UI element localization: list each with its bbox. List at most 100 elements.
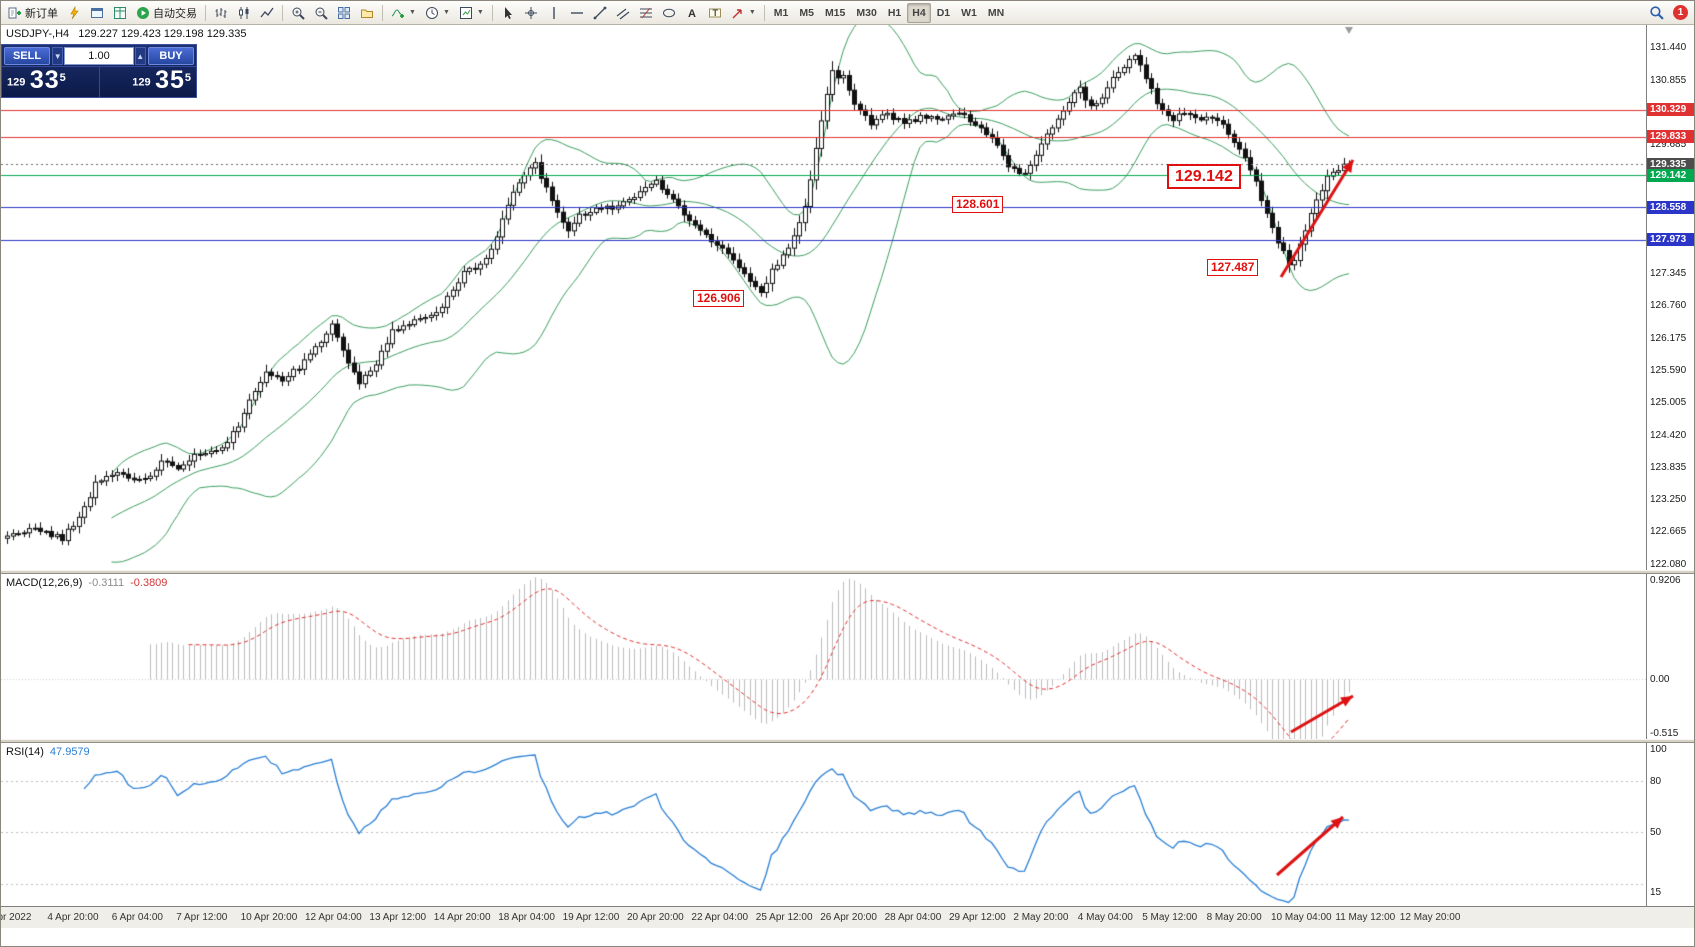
volume-increase-button[interactable]: ▲ — [134, 47, 146, 65]
volume-decrease-button[interactable]: ▼ — [52, 47, 64, 65]
search-button[interactable] — [1645, 3, 1668, 23]
tile-windows-icon — [337, 6, 351, 20]
horizontal-line-icon — [570, 6, 584, 20]
chart-title: USDJPY-,H4 129.227 129.423 129.198 129.3… — [6, 28, 246, 40]
buy-price-prefix: 129 — [132, 76, 151, 89]
volume-input[interactable] — [64, 47, 134, 65]
rsi-value: 47.9579 — [49, 746, 90, 758]
time-axis-label: 13 Apr 12:00 — [369, 912, 427, 923]
line-chart-button[interactable] — [256, 3, 278, 23]
autotrading-button[interactable]: 自动交易 — [132, 3, 201, 23]
tile-windows-button[interactable] — [333, 3, 355, 23]
chevron-down-icon: ▼ — [442, 9, 450, 16]
zoom-in-button[interactable] — [287, 3, 309, 23]
vertical-line-button[interactable] — [543, 3, 565, 23]
horizontal-line-button[interactable] — [566, 3, 588, 23]
timeframe-d1-button[interactable]: D1 — [932, 3, 955, 23]
periods-button[interactable]: ▼ — [421, 3, 454, 23]
cursor-button[interactable] — [497, 3, 519, 23]
candlestick-chart-icon — [237, 6, 251, 20]
time-axis-label: 2 May 20:00 — [1013, 912, 1069, 923]
toolbar-separator — [282, 4, 283, 21]
crosshair-button[interactable] — [520, 3, 542, 23]
price-axis-label: 124.420 — [1650, 429, 1687, 441]
periods-icon — [425, 6, 439, 20]
rsi-axis-label: 80 — [1650, 775, 1662, 787]
price-tag: 128.558 — [1647, 200, 1694, 214]
price-axis-label: 127.345 — [1650, 268, 1687, 280]
price-axis-label: 122.080 — [1650, 558, 1687, 570]
time-axis-label: 10 May 04:00 — [1271, 912, 1332, 923]
buy-price-sup: 5 — [184, 71, 191, 84]
price-tag: 129.142 — [1647, 168, 1694, 182]
templates-button[interactable]: ▼ — [455, 3, 488, 23]
indicators-button[interactable]: ▼ — [387, 3, 420, 23]
trendline-button[interactable] — [589, 3, 611, 23]
timeframe-mn-button[interactable]: MN — [983, 3, 1009, 23]
time-axis-label: 1 Apr 2022 — [1, 912, 32, 923]
arrows-button[interactable]: ▼ — [727, 3, 760, 23]
alerts-button[interactable] — [63, 3, 85, 23]
timeframe-m5-button[interactable]: M5 — [794, 3, 819, 23]
sell-price[interactable]: 129 335 — [2, 67, 99, 97]
timeframe-h1-button[interactable]: H1 — [883, 3, 906, 23]
notification-badge[interactable]: 1 — [1673, 5, 1688, 20]
svg-text:T: T — [712, 8, 718, 18]
timeframe-h4-button[interactable]: H4 — [907, 2, 931, 23]
time-axis[interactable]: 1 Apr 2022 4 Apr 20:00 6 Apr 04:00 7 Apr 12… — [1, 906, 1694, 928]
candlestick-chart-button[interactable] — [233, 3, 255, 23]
price-tag: 130.329 — [1647, 103, 1694, 117]
text-button[interactable]: A — [681, 3, 703, 23]
profiles-button[interactable] — [356, 3, 378, 23]
macd-axis[interactable]: 0.9206 0.00 -0.515 — [1646, 574, 1694, 739]
chart-symbol-period: USDJPY-,H4 — [6, 28, 70, 40]
timeframe-m30-button[interactable]: M30 — [851, 3, 881, 23]
toolbar-separator — [205, 4, 206, 21]
market-watch-button[interactable] — [86, 3, 108, 23]
price-tag: 129.833 — [1647, 130, 1694, 144]
svg-text:A: A — [688, 8, 696, 20]
macd-pane: MACD(12,26,9) -0.3111 -0.3809 0.9206 0.00 -0… — [1, 574, 1694, 739]
shapes-button[interactable] — [658, 3, 680, 23]
autotrading-icon — [136, 6, 150, 20]
rsi-axis-label: 50 — [1650, 827, 1662, 839]
price-axis-label: 126.175 — [1650, 332, 1687, 344]
sell-button[interactable]: SELL — [4, 47, 50, 65]
price-axis-label: 126.760 — [1650, 300, 1687, 312]
price-annotation: 127.487 — [1207, 259, 1259, 276]
timeframe-m15-button[interactable]: M15 — [820, 3, 850, 23]
rsi-axis[interactable]: 100 80 50 15 — [1646, 743, 1694, 906]
sell-price-prefix: 129 — [7, 76, 26, 89]
macd-signal-value: -0.3809 — [130, 577, 168, 589]
pane-separator[interactable] — [1, 739, 1694, 743]
bar-chart-button[interactable] — [210, 3, 232, 23]
rsi-pane: RSI(14) 47.9579 100 80 50 15 — [1, 743, 1694, 906]
macd-canvas[interactable] — [1, 574, 1647, 739]
zoom-out-button[interactable] — [310, 3, 332, 23]
new-order-button[interactable]: 新订单 — [4, 3, 62, 23]
data-window-button[interactable] — [109, 3, 131, 23]
channel-button[interactable] — [612, 3, 634, 23]
sell-price-sup: 5 — [59, 71, 66, 84]
price-chart-canvas[interactable] — [1, 25, 1647, 570]
time-axis-label: 19 Apr 12:00 — [562, 912, 620, 923]
timeframe-m1-button[interactable]: M1 — [769, 3, 794, 23]
buy-price[interactable]: 129 355 — [98, 67, 197, 97]
price-axis-label: 122.665 — [1650, 526, 1687, 538]
price-axis[interactable]: 131.440130.855130.270129.685129.100128.5… — [1646, 25, 1694, 570]
rsi-canvas[interactable] — [1, 743, 1647, 906]
toolbar: 新订单 自动交易 ▼ ▼ ▼ A T ▼ M1 M5 M15 M — [1, 1, 1694, 25]
toolbar-right-group: 1 — [1645, 3, 1691, 23]
toolbar-separator — [382, 4, 383, 21]
toolbar-separator — [763, 4, 765, 21]
pane-separator[interactable] — [1, 570, 1694, 574]
chevron-down-icon: ▼ — [476, 9, 484, 16]
text-label-button[interactable]: T — [704, 3, 726, 23]
buy-button[interactable]: BUY — [148, 47, 194, 65]
fibonacci-button[interactable] — [635, 3, 657, 23]
time-axis-label: 4 Apr 20:00 — [47, 912, 99, 923]
vertical-line-icon — [547, 6, 561, 20]
trendline-icon — [593, 6, 607, 20]
timeframe-w1-button[interactable]: W1 — [956, 3, 982, 23]
